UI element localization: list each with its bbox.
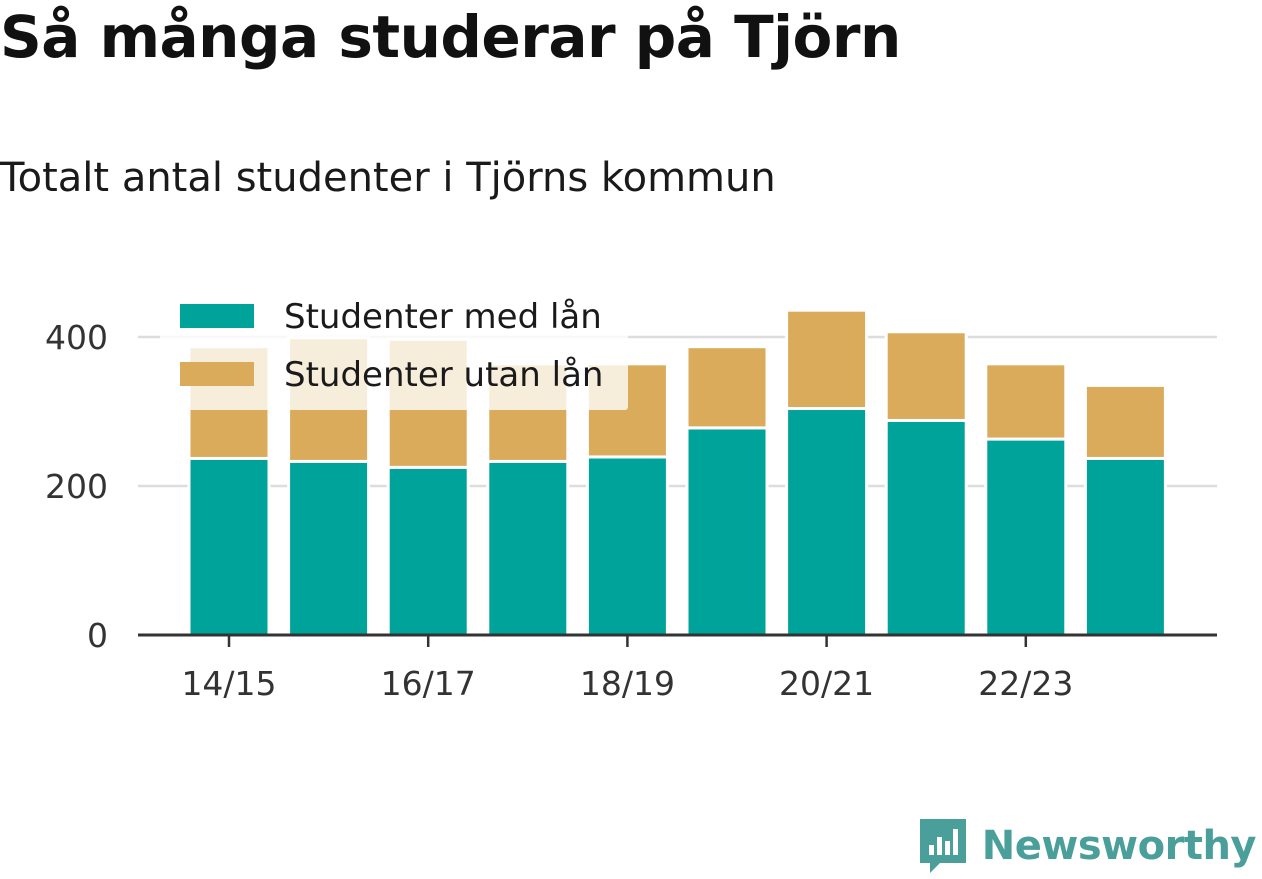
y-tick-label: 200 [45,467,108,506]
x-tick-label: 20/21 [779,664,874,703]
bar-segment-with-loan [1083,456,1167,637]
bar-segment-with-loan [685,426,769,637]
bar-segment-with-loan [287,459,371,637]
bar-chart-speech-bubble-icon [919,819,966,873]
bar-segment-with-loan [785,407,869,637]
bar-segment-with-loan [884,418,968,637]
y-tick-label: 400 [45,318,108,357]
chart-subtitle: Totalt antal studenter i Tjörns kommun [0,155,776,201]
x-tick-label: 16/17 [381,664,476,703]
legend-swatch-without-loan [180,362,254,386]
axes: 0 200 400 14/15 16/17 18/19 20/21 22/23 [45,318,1217,703]
bar-segment-with-loan [486,459,570,637]
legend-box [160,287,628,410]
legend-label-without-loan: Studenter utan lån [284,355,603,395]
x-tick-label: 22/23 [978,664,1073,703]
bar-segment-without-loan [785,308,869,411]
bar-segment-without-loan [884,330,968,422]
bar-segment-without-loan [1083,383,1167,460]
bar-segment-without-loan [984,362,1068,441]
x-tick-label: 14/15 [181,664,276,703]
legend: Studenter med lån Studenter utan lån [160,287,628,410]
bar-segment-with-loan [984,437,1068,637]
brand-logo: Newsworthy [918,817,1257,875]
bar-segment-with-loan [585,455,669,637]
legend-label-with-loan: Studenter med lån [284,297,602,337]
bar-segment-without-loan [685,345,769,430]
y-tick-label: 0 [87,616,108,655]
brand-name: Newsworthy [981,823,1257,869]
x-tick-label: 18/19 [580,664,675,703]
legend-swatch-with-loan [180,304,254,328]
bar-segment-with-loan [386,465,470,637]
bar-segment-with-loan [187,456,271,637]
chart-title: Så många studerar på Tjörn [0,3,901,71]
